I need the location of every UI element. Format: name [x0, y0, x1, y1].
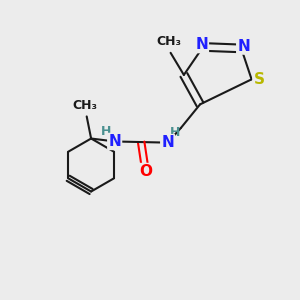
Text: N: N — [237, 39, 250, 54]
Text: H: H — [170, 126, 180, 139]
Text: CH₃: CH₃ — [157, 35, 181, 48]
Text: N: N — [108, 134, 121, 149]
Text: N: N — [161, 135, 174, 150]
Text: S: S — [254, 72, 264, 87]
Text: N: N — [195, 37, 208, 52]
Text: H: H — [100, 125, 111, 138]
Text: O: O — [139, 164, 152, 179]
Text: CH₃: CH₃ — [73, 99, 98, 112]
